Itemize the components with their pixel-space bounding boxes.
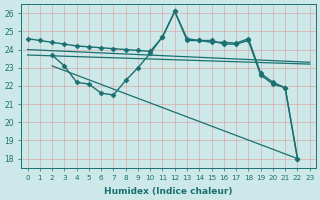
X-axis label: Humidex (Indice chaleur): Humidex (Indice chaleur) [104,187,233,196]
